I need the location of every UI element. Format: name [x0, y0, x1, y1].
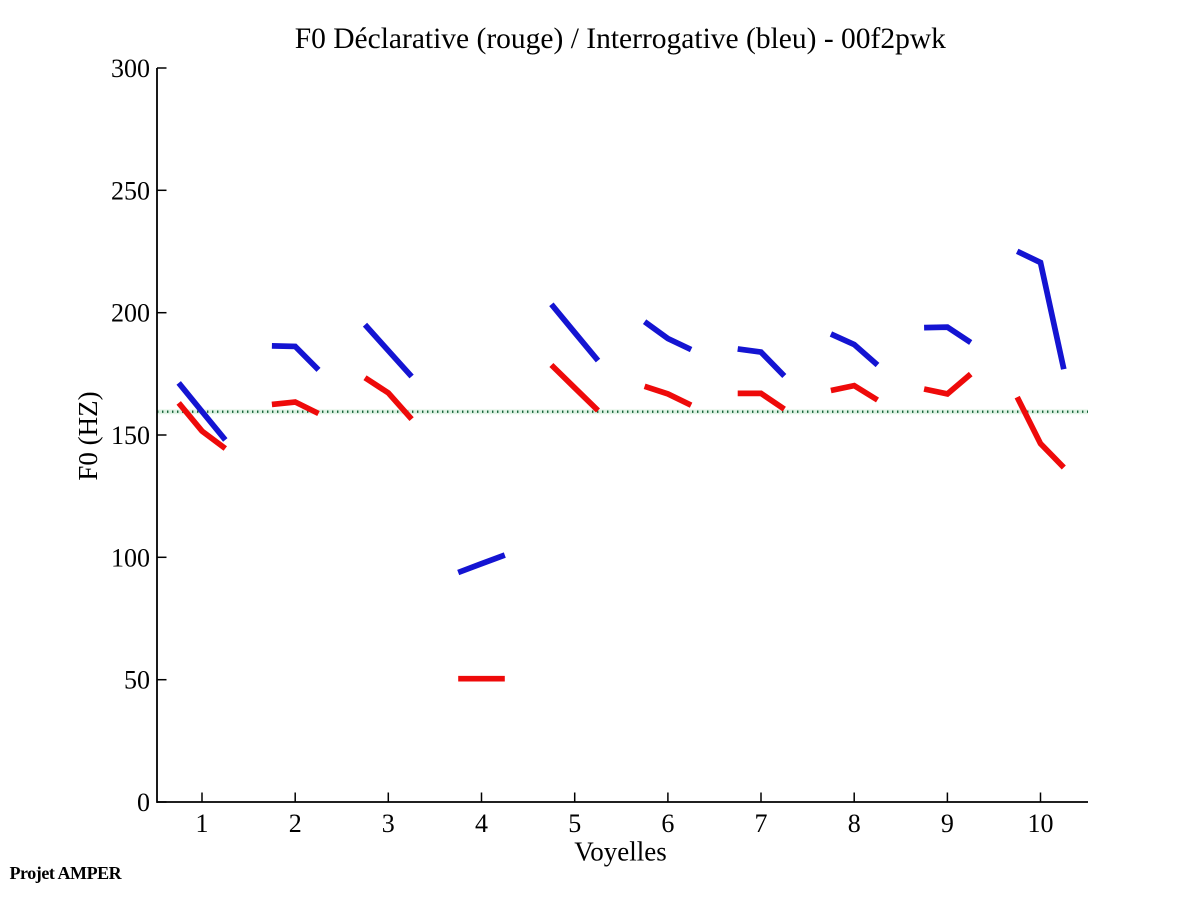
svg-text:200: 200: [111, 299, 150, 328]
svg-text:F0 (HZ): F0 (HZ): [73, 391, 103, 480]
svg-text:Projet AMPER: Projet AMPER: [10, 863, 123, 883]
svg-text:Voyelles: Voyelles: [574, 837, 667, 867]
svg-text:10: 10: [1028, 809, 1054, 838]
svg-text:9: 9: [941, 809, 954, 838]
svg-text:F0 Déclarative (rouge) / Inter: F0 Déclarative (rouge) / Interrogative (…: [295, 23, 946, 55]
svg-text:50: 50: [124, 666, 150, 695]
svg-text:1: 1: [196, 809, 209, 838]
svg-text:7: 7: [755, 809, 768, 838]
svg-text:4: 4: [475, 809, 488, 838]
svg-text:150: 150: [111, 421, 150, 450]
svg-text:6: 6: [661, 809, 674, 838]
svg-text:3: 3: [382, 809, 395, 838]
svg-text:100: 100: [111, 543, 150, 572]
svg-text:300: 300: [111, 54, 150, 83]
svg-text:250: 250: [111, 176, 150, 205]
svg-text:2: 2: [289, 809, 302, 838]
svg-text:8: 8: [848, 809, 861, 838]
svg-text:5: 5: [568, 809, 581, 838]
svg-text:0: 0: [137, 788, 150, 817]
